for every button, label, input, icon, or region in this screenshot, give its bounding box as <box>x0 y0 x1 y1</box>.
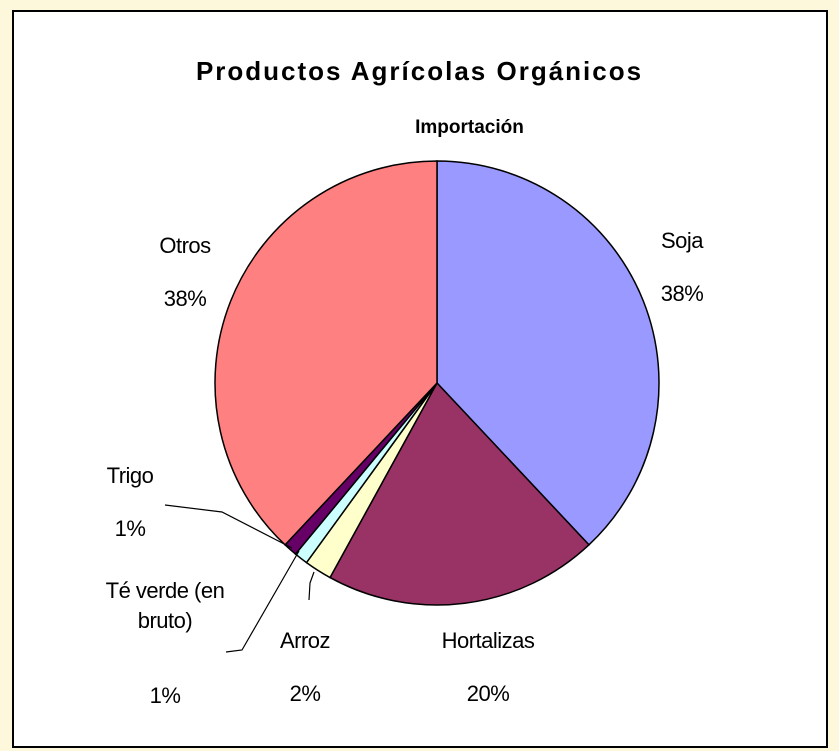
slice-value-label: 2% <box>289 681 321 706</box>
leader-line <box>308 571 315 601</box>
leader-line <box>164 504 293 549</box>
pie-slice <box>329 381 591 606</box>
chart-subtitle: Importación <box>415 117 524 138</box>
pie-slice <box>436 160 660 546</box>
slice-label: Arroz <box>279 628 331 653</box>
slice-value-label: 20% <box>466 681 510 706</box>
slice-label: Otros <box>159 233 211 258</box>
slice-label: Té verde (en bruto) <box>105 578 225 633</box>
slice-value-label: 38% <box>660 281 704 306</box>
slice-value-label: 1% <box>149 683 181 708</box>
pie-slice <box>214 160 438 546</box>
chart-title: Productos Agrícolas Orgánicos <box>195 56 644 86</box>
slice-label: Soja <box>660 228 704 253</box>
slice-label: Trigo <box>106 463 154 488</box>
slice-value-label: 1% <box>114 516 146 541</box>
slice-label: Hortalizas <box>441 628 535 653</box>
leader-line <box>225 550 300 653</box>
slice-value-label: 38% <box>163 286 207 311</box>
